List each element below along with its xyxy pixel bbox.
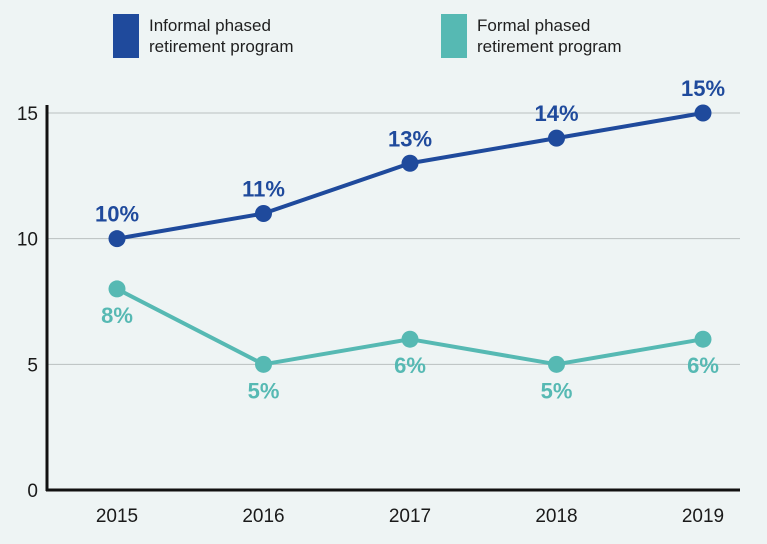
x-tick-label-2016: 2016 [242,506,284,527]
y-tick-label-15: 15 [17,104,38,125]
data-label-0-2015: 10% [95,202,139,227]
data-point-0-2015 [108,230,126,248]
data-label-1-2017: 6% [394,353,426,378]
legend-swatch-informal [113,14,139,58]
data-point-1-2018 [548,355,565,373]
data-point-1-2015 [108,280,126,298]
data-label-0-2017: 13% [388,126,432,151]
x-tick-label-2015: 2015 [96,506,138,527]
data-point-0-2016 [255,205,272,223]
legend-label-informal-line2: retirement program [149,37,294,56]
y-tick-label-10: 10 [17,230,38,251]
data-label-0-2018: 14% [534,101,578,126]
legend-label-informal-line1: Informal phased [149,16,271,35]
data-label-1-2015: 8% [101,303,133,328]
data-point-0-2017 [401,154,419,172]
legend-swatch-formal [441,14,467,58]
data-point-1-2016 [255,355,272,373]
legend-label-formal: Formal phased retirement program [477,15,667,57]
data-point-1-2017 [401,330,419,348]
data-label-1-2018: 5% [541,378,573,403]
data-label-1-2019: 6% [687,353,719,378]
y-tick-label-0: 0 [27,481,38,502]
data-point-0-2018 [548,129,565,147]
legend-item-informal: Informal phased retirement program [113,14,339,58]
data-point-0-2019 [694,104,712,122]
data-point-1-2019 [694,330,712,348]
x-tick-label-2017: 2017 [389,506,431,527]
data-label-0-2019: 15% [681,76,725,101]
legend-label-formal-line1: Formal phased [477,16,591,35]
data-label-1-2016: 5% [248,378,280,403]
legend-item-formal: Formal phased retirement program [441,14,667,58]
x-tick-label-2018: 2018 [535,506,577,527]
data-label-0-2016: 11% [242,177,285,202]
legend-label-formal-line2: retirement program [477,37,622,56]
legend-label-informal: Informal phased retirement program [149,15,339,57]
y-tick-label-5: 5 [27,355,38,376]
x-tick-label-2019: 2019 [682,506,724,527]
